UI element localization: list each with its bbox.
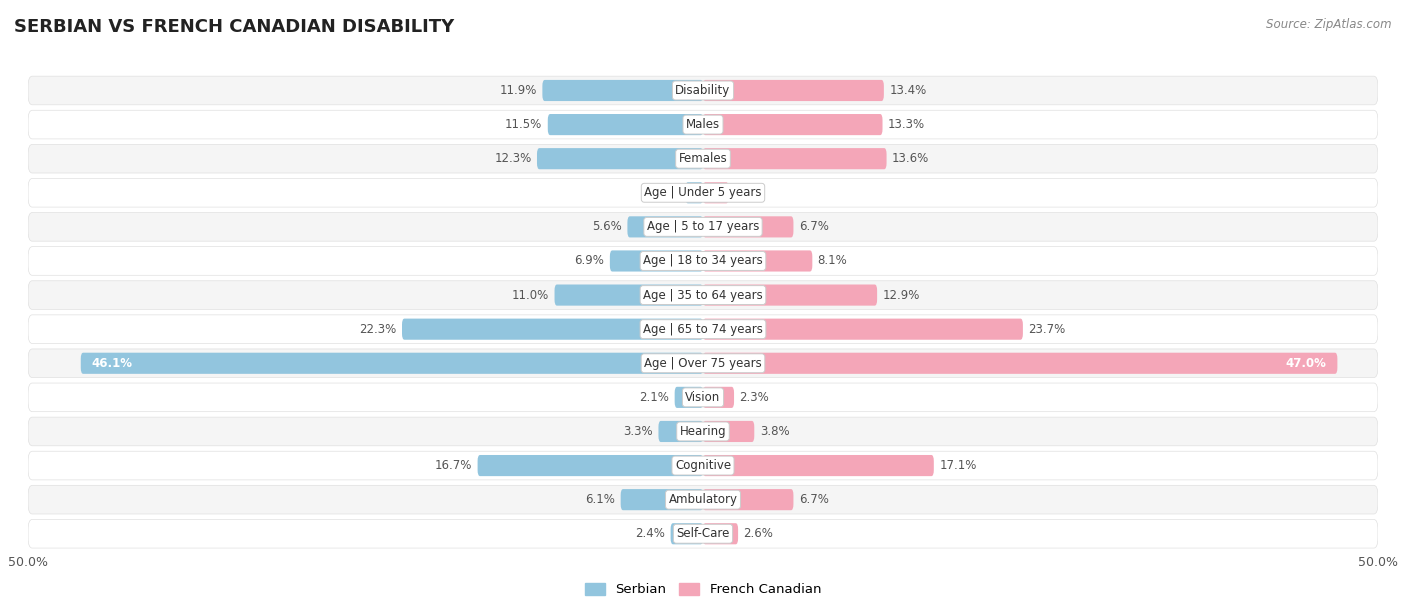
- Text: 3.3%: 3.3%: [623, 425, 652, 438]
- FancyBboxPatch shape: [671, 523, 703, 544]
- Text: 13.3%: 13.3%: [889, 118, 925, 131]
- Text: 6.9%: 6.9%: [575, 255, 605, 267]
- FancyBboxPatch shape: [28, 485, 1378, 514]
- FancyBboxPatch shape: [703, 80, 884, 101]
- FancyBboxPatch shape: [80, 353, 703, 374]
- FancyBboxPatch shape: [627, 216, 703, 237]
- FancyBboxPatch shape: [703, 216, 793, 237]
- FancyBboxPatch shape: [610, 250, 703, 272]
- Text: 1.3%: 1.3%: [651, 186, 681, 200]
- Text: Self-Care: Self-Care: [676, 528, 730, 540]
- Text: 12.3%: 12.3%: [495, 152, 531, 165]
- FancyBboxPatch shape: [28, 417, 1378, 446]
- Text: Females: Females: [679, 152, 727, 165]
- Text: SERBIAN VS FRENCH CANADIAN DISABILITY: SERBIAN VS FRENCH CANADIAN DISABILITY: [14, 18, 454, 36]
- FancyBboxPatch shape: [703, 250, 813, 272]
- FancyBboxPatch shape: [703, 523, 738, 544]
- Text: 5.6%: 5.6%: [592, 220, 621, 233]
- FancyBboxPatch shape: [28, 76, 1378, 105]
- Legend: Serbian, French Canadian: Serbian, French Canadian: [579, 578, 827, 602]
- Text: 46.1%: 46.1%: [91, 357, 132, 370]
- Text: 17.1%: 17.1%: [939, 459, 977, 472]
- Text: Age | Over 75 years: Age | Over 75 years: [644, 357, 762, 370]
- FancyBboxPatch shape: [548, 114, 703, 135]
- FancyBboxPatch shape: [28, 383, 1378, 412]
- FancyBboxPatch shape: [703, 148, 887, 170]
- Text: 13.4%: 13.4%: [889, 84, 927, 97]
- Text: 16.7%: 16.7%: [434, 459, 472, 472]
- FancyBboxPatch shape: [28, 315, 1378, 343]
- Text: 11.0%: 11.0%: [512, 289, 550, 302]
- Text: Vision: Vision: [685, 391, 721, 404]
- Text: 22.3%: 22.3%: [360, 323, 396, 335]
- Text: Source: ZipAtlas.com: Source: ZipAtlas.com: [1267, 18, 1392, 31]
- Text: 6.7%: 6.7%: [799, 493, 828, 506]
- FancyBboxPatch shape: [675, 387, 703, 408]
- FancyBboxPatch shape: [703, 114, 883, 135]
- Text: Age | 35 to 64 years: Age | 35 to 64 years: [643, 289, 763, 302]
- FancyBboxPatch shape: [703, 489, 793, 510]
- FancyBboxPatch shape: [28, 520, 1378, 548]
- Text: Ambulatory: Ambulatory: [668, 493, 738, 506]
- FancyBboxPatch shape: [478, 455, 703, 476]
- Text: Disability: Disability: [675, 84, 731, 97]
- Text: 13.6%: 13.6%: [891, 152, 929, 165]
- Text: Age | 65 to 74 years: Age | 65 to 74 years: [643, 323, 763, 335]
- Text: Age | Under 5 years: Age | Under 5 years: [644, 186, 762, 200]
- Text: 1.9%: 1.9%: [734, 186, 763, 200]
- FancyBboxPatch shape: [703, 421, 754, 442]
- FancyBboxPatch shape: [28, 281, 1378, 310]
- Text: 2.3%: 2.3%: [740, 391, 769, 404]
- FancyBboxPatch shape: [543, 80, 703, 101]
- Text: 11.5%: 11.5%: [505, 118, 543, 131]
- FancyBboxPatch shape: [537, 148, 703, 170]
- Text: 6.1%: 6.1%: [585, 493, 616, 506]
- FancyBboxPatch shape: [402, 319, 703, 340]
- FancyBboxPatch shape: [620, 489, 703, 510]
- Text: Age | 5 to 17 years: Age | 5 to 17 years: [647, 220, 759, 233]
- FancyBboxPatch shape: [28, 144, 1378, 173]
- Text: 2.1%: 2.1%: [640, 391, 669, 404]
- Text: 6.7%: 6.7%: [799, 220, 828, 233]
- Text: 47.0%: 47.0%: [1285, 357, 1327, 370]
- FancyBboxPatch shape: [703, 182, 728, 203]
- Text: 11.9%: 11.9%: [499, 84, 537, 97]
- Text: Hearing: Hearing: [679, 425, 727, 438]
- FancyBboxPatch shape: [28, 110, 1378, 139]
- Text: 2.4%: 2.4%: [636, 528, 665, 540]
- Text: 23.7%: 23.7%: [1028, 323, 1066, 335]
- Text: 8.1%: 8.1%: [818, 255, 848, 267]
- Text: 2.6%: 2.6%: [744, 528, 773, 540]
- FancyBboxPatch shape: [703, 455, 934, 476]
- Text: Cognitive: Cognitive: [675, 459, 731, 472]
- FancyBboxPatch shape: [658, 421, 703, 442]
- Text: 12.9%: 12.9%: [883, 289, 920, 302]
- FancyBboxPatch shape: [554, 285, 703, 305]
- FancyBboxPatch shape: [703, 387, 734, 408]
- FancyBboxPatch shape: [28, 247, 1378, 275]
- FancyBboxPatch shape: [703, 353, 1337, 374]
- FancyBboxPatch shape: [703, 319, 1024, 340]
- FancyBboxPatch shape: [28, 349, 1378, 378]
- Text: 3.8%: 3.8%: [759, 425, 789, 438]
- Text: Males: Males: [686, 118, 720, 131]
- FancyBboxPatch shape: [703, 285, 877, 305]
- FancyBboxPatch shape: [28, 212, 1378, 241]
- FancyBboxPatch shape: [686, 182, 703, 203]
- Text: Age | 18 to 34 years: Age | 18 to 34 years: [643, 255, 763, 267]
- FancyBboxPatch shape: [28, 451, 1378, 480]
- FancyBboxPatch shape: [28, 179, 1378, 207]
